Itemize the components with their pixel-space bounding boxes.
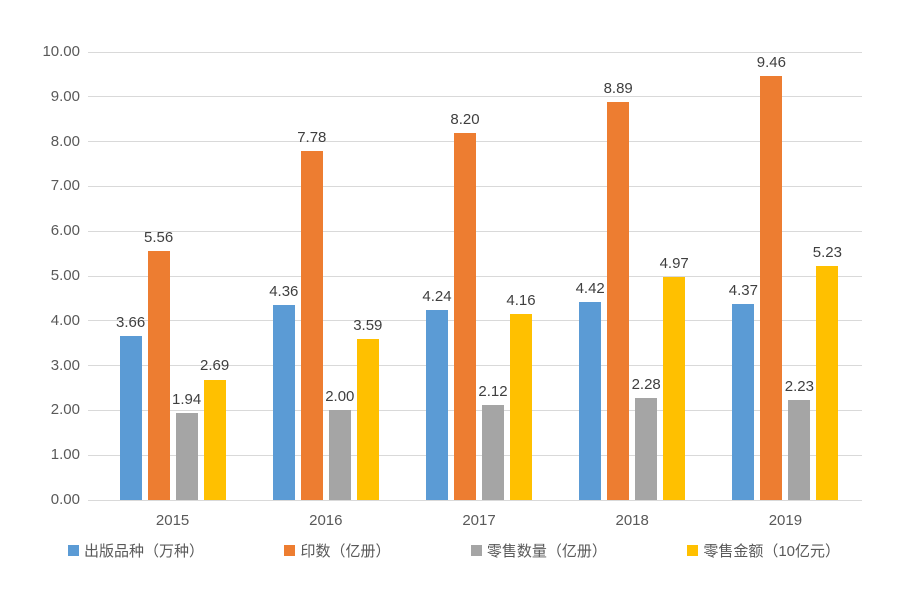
bar-value-label: 4.97 bbox=[659, 255, 689, 273]
bar-value-label: 2.00 bbox=[325, 388, 355, 406]
bar-value-label: 9.46 bbox=[756, 54, 786, 72]
x-tick-label: 2018 bbox=[615, 512, 649, 529]
bar bbox=[356, 339, 379, 500]
legend-label: 印数（亿册） bbox=[300, 543, 391, 560]
bar-value-label: 7.78 bbox=[297, 129, 327, 147]
bar-value-label: 5.56 bbox=[143, 228, 174, 246]
y-tick-label: 1.00 bbox=[50, 446, 80, 464]
bar-value-label: 4.16 bbox=[506, 291, 536, 309]
x-tick-label: 2017 bbox=[462, 512, 496, 529]
y-tick-label: 10.00 bbox=[42, 43, 80, 60]
bar-value-label: 2.12 bbox=[478, 383, 508, 401]
legend-swatch-icon bbox=[284, 545, 296, 556]
bar-value-label: 2.69 bbox=[199, 357, 230, 375]
bar bbox=[300, 151, 323, 500]
bar-value-label: 3.66 bbox=[115, 314, 146, 332]
legend-item: 出版品种（万种） bbox=[68, 540, 204, 561]
legend-swatch-icon bbox=[687, 545, 699, 556]
bar-value-label: 5.23 bbox=[812, 243, 842, 261]
bar bbox=[328, 410, 351, 500]
bar bbox=[607, 101, 630, 500]
bar-value-label: 4.36 bbox=[269, 282, 299, 300]
bar bbox=[426, 310, 448, 500]
x-tick-label: 2015 bbox=[155, 512, 190, 529]
bar bbox=[635, 397, 658, 500]
legend-item: 零售数量（亿册） bbox=[470, 540, 607, 561]
bar bbox=[175, 413, 198, 500]
bar bbox=[272, 304, 295, 500]
grid-line bbox=[88, 499, 862, 501]
bar-value-label: 4.24 bbox=[422, 288, 452, 306]
legend-item: 零售金额（10亿元） bbox=[687, 540, 840, 561]
bar-value-label: 3.59 bbox=[353, 317, 383, 335]
legend-item: 印数（亿册） bbox=[284, 540, 390, 561]
bar-value-label: 8.89 bbox=[603, 79, 633, 97]
x-tick-label: 2016 bbox=[309, 512, 343, 529]
x-tick-label: 2019 bbox=[768, 512, 803, 529]
legend-label: 出版品种（万种） bbox=[84, 543, 205, 560]
bar bbox=[732, 304, 755, 500]
legend-label: 零售金额（10亿元） bbox=[703, 543, 840, 560]
grid-line bbox=[88, 51, 862, 53]
y-tick-label: 2.00 bbox=[50, 401, 80, 419]
y-tick-label: 9.00 bbox=[50, 87, 80, 105]
bar-value-label: 8.20 bbox=[450, 110, 480, 128]
y-tick-label: 0.00 bbox=[50, 491, 80, 508]
grid-line bbox=[88, 96, 862, 98]
bar bbox=[119, 336, 142, 500]
legend-label: 零售数量（亿册） bbox=[486, 543, 607, 560]
y-tick-label: 6.00 bbox=[50, 222, 80, 240]
bar-value-label: 1.94 bbox=[171, 391, 202, 409]
plot-area: 3.66 5.56 1.94 2.69 4.36 7.78 2.00 3.59 4.24 8.20… bbox=[88, 51, 862, 501]
bar bbox=[816, 265, 839, 500]
bar bbox=[454, 132, 476, 500]
y-tick-label: 8.00 bbox=[50, 132, 80, 150]
bar-value-label: 4.42 bbox=[575, 279, 605, 297]
bar bbox=[579, 301, 602, 500]
legend-swatch-icon bbox=[68, 545, 79, 556]
bar bbox=[203, 379, 226, 500]
bar bbox=[147, 250, 170, 500]
bar bbox=[510, 313, 532, 500]
bar-value-label: 4.37 bbox=[728, 282, 758, 300]
bar bbox=[760, 76, 783, 500]
bar-value-label: 2.23 bbox=[784, 378, 814, 396]
bar bbox=[663, 277, 686, 500]
legend-swatch-icon bbox=[470, 545, 482, 556]
legend: 出版品种（万种） 印数（亿册） 零售数量（亿册） 零售金额（10亿元） bbox=[68, 540, 840, 561]
bar-value-label: 2.28 bbox=[631, 375, 661, 393]
bar bbox=[788, 400, 811, 500]
y-tick-label: 5.00 bbox=[50, 267, 80, 284]
bar bbox=[482, 405, 504, 500]
y-tick-label: 7.00 bbox=[50, 177, 80, 195]
y-tick-label: 3.00 bbox=[50, 356, 80, 374]
y-tick-label: 4.00 bbox=[50, 311, 80, 329]
